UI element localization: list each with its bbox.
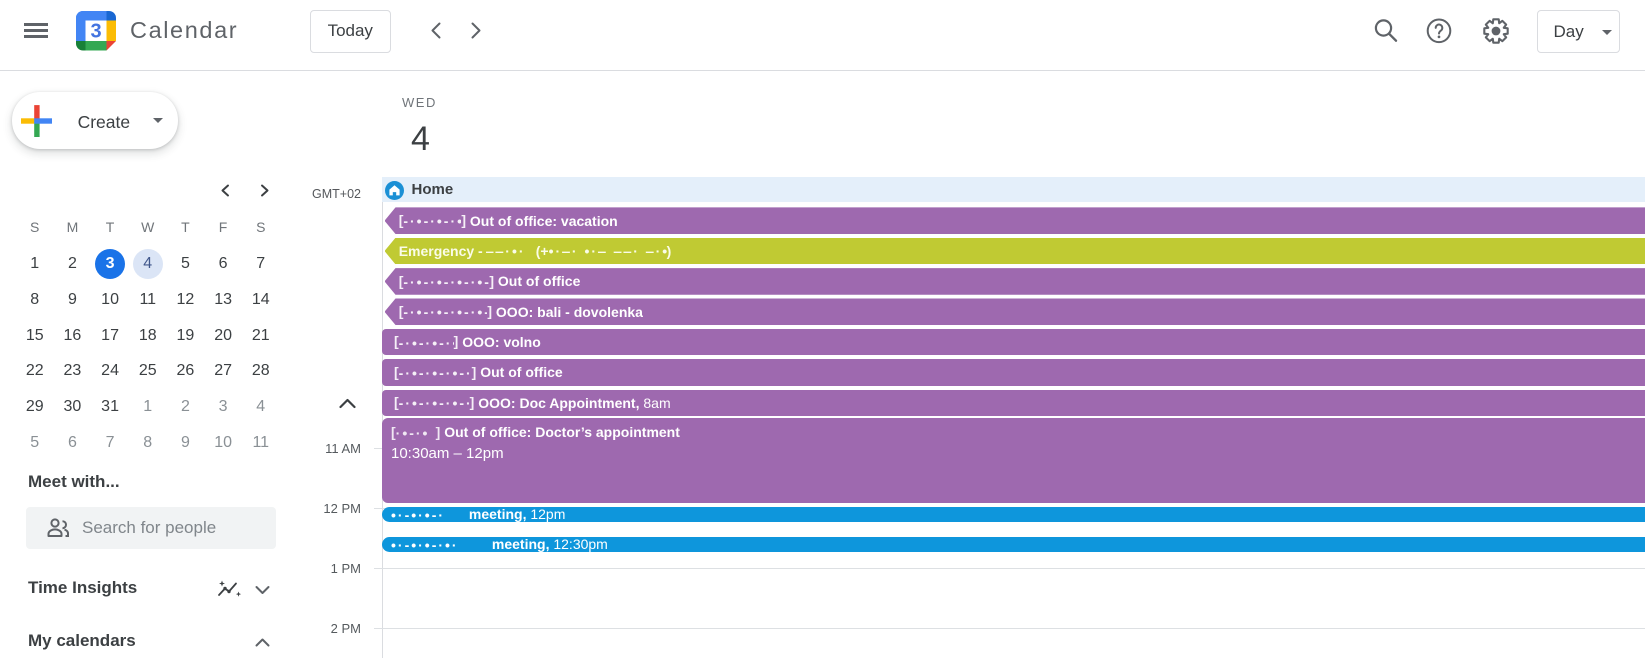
svg-text:3: 3	[90, 21, 101, 43]
